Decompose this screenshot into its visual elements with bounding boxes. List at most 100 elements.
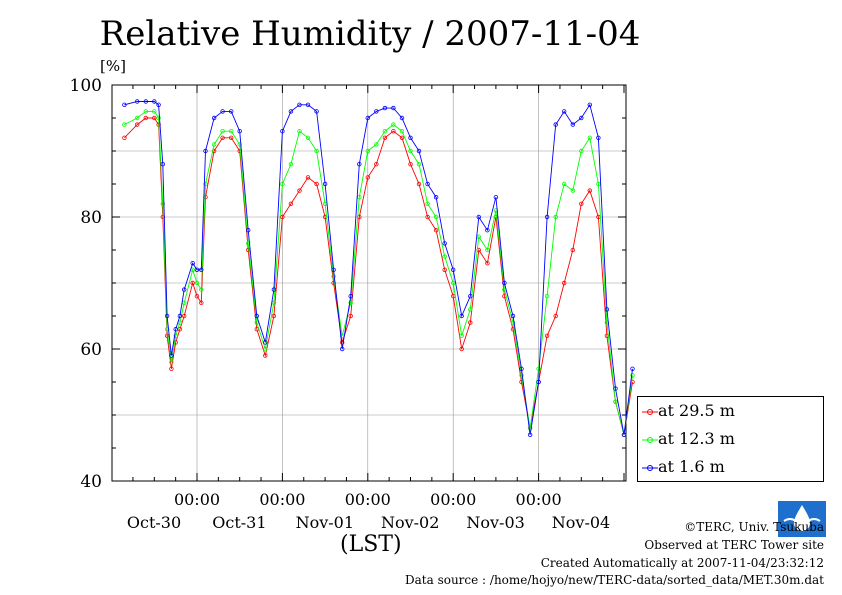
data-point <box>382 105 388 111</box>
data-point <box>425 201 430 206</box>
data-point <box>254 313 259 319</box>
data-point <box>288 161 294 167</box>
terc-logo <box>778 501 826 537</box>
data-point <box>502 280 507 286</box>
data-point <box>570 247 575 253</box>
series-group <box>122 99 635 437</box>
chart-title: Relative Humidity / 2007-11-04 <box>99 14 641 54</box>
data-point <box>181 287 187 292</box>
data-point <box>587 135 592 140</box>
data-point <box>340 346 345 352</box>
data-point <box>237 142 242 147</box>
x-date-label: Oct-30 <box>127 513 181 532</box>
data-point <box>510 320 516 325</box>
data-point <box>314 148 319 154</box>
data-point <box>544 294 550 299</box>
x-date-label: Nov-01 <box>296 513 354 532</box>
data-point <box>280 181 285 187</box>
data-point <box>297 188 302 193</box>
data-point <box>199 300 204 305</box>
x-tick-time-label: 00:00 <box>345 490 391 509</box>
x-date-label: Nov-04 <box>552 513 610 532</box>
data-point <box>544 214 550 220</box>
data-point <box>220 128 225 134</box>
data-point <box>177 313 183 319</box>
data-point <box>408 148 413 154</box>
data-point <box>288 201 294 206</box>
series-line <box>124 101 633 435</box>
data-point <box>322 181 328 187</box>
data-point <box>613 399 618 404</box>
data-point <box>134 122 140 127</box>
data-point <box>416 181 422 187</box>
data-point <box>211 142 217 147</box>
data-point <box>579 115 584 121</box>
data-point <box>122 135 127 140</box>
x-date-label: Nov-03 <box>466 513 524 532</box>
data-point <box>305 175 311 180</box>
data-point <box>305 135 311 140</box>
data-point <box>493 208 499 213</box>
data-point <box>408 161 413 167</box>
data-point <box>399 135 405 140</box>
x-axis-title: (LST) <box>340 532 402 557</box>
data-point <box>468 320 473 325</box>
x-tick-time-label: 00:00 <box>516 490 562 509</box>
y-axis-unit: [%] <box>100 57 126 75</box>
observed-text: Observed at TERC Tower site <box>644 538 824 552</box>
data-point <box>152 109 157 114</box>
data-point <box>211 115 217 121</box>
data-point <box>203 181 208 187</box>
data-point <box>553 122 558 127</box>
data-point <box>382 135 388 140</box>
data-point <box>220 109 225 114</box>
data-point <box>194 280 200 286</box>
y-tick-label: 80 <box>80 208 102 228</box>
data-point <box>160 161 165 167</box>
data-point <box>340 340 345 345</box>
source-text: Data source : /home/hojyo/new/TERC-data/… <box>405 573 824 587</box>
data-point <box>442 267 447 272</box>
y-tick-label: 100 <box>70 76 102 96</box>
data-point <box>468 307 473 312</box>
data-point <box>288 109 294 114</box>
data-point <box>357 161 362 167</box>
data-point <box>596 135 601 140</box>
data-point <box>228 135 234 140</box>
data-point <box>553 214 558 220</box>
series-2 <box>122 99 635 437</box>
data-point <box>143 99 148 104</box>
data-point <box>468 294 473 299</box>
data-point <box>314 109 319 114</box>
data-point <box>536 366 541 371</box>
data-point <box>365 175 370 180</box>
data-point <box>579 201 584 206</box>
data-point <box>485 227 490 233</box>
data-point <box>519 366 524 371</box>
data-point <box>134 115 140 121</box>
x-date-label: Nov-02 <box>381 513 439 532</box>
data-point <box>181 313 187 319</box>
legend-item-12-3m: at 12.3 m <box>638 429 823 451</box>
data-point <box>263 346 268 352</box>
data-point <box>613 386 618 391</box>
axes: 40 60 80 100 00:00 Oct-30 00:00 Oct-31 00:00 Nov-… <box>70 76 627 532</box>
data-point <box>305 102 311 107</box>
data-point <box>544 333 550 338</box>
data-point <box>562 280 567 286</box>
data-point <box>579 148 584 154</box>
data-point <box>621 432 627 437</box>
data-point <box>190 280 195 286</box>
legend-marker-green <box>642 437 658 443</box>
data-point <box>134 99 140 104</box>
data-point <box>194 294 200 299</box>
data-point <box>314 181 319 187</box>
data-point <box>228 109 234 114</box>
data-point <box>152 99 157 104</box>
data-point <box>519 373 524 378</box>
created-text: Created Automatically at 2007-11-04/23:3… <box>540 556 824 570</box>
data-point <box>527 432 533 437</box>
data-point <box>451 280 456 286</box>
data-point <box>365 115 370 121</box>
